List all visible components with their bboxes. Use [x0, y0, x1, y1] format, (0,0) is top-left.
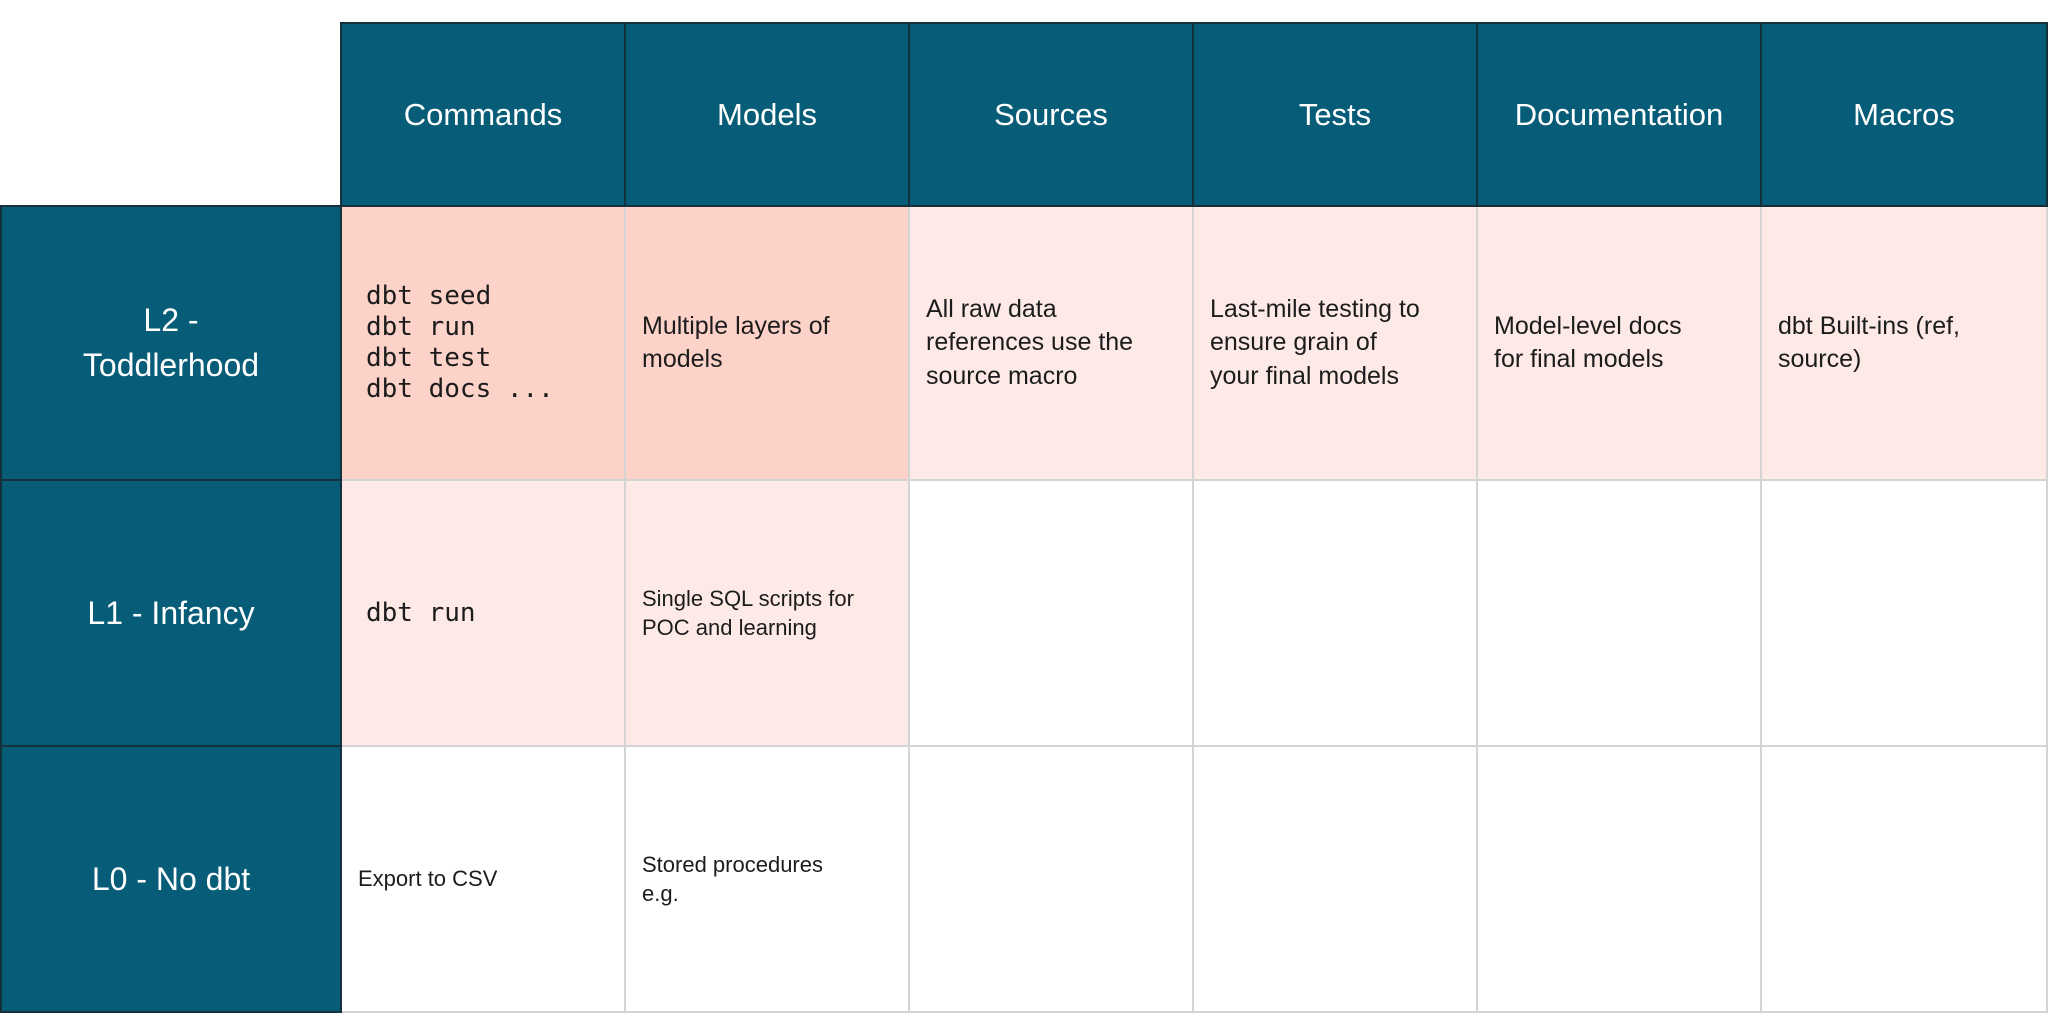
row-header-l2-toddlerhood: L2 - Toddlerhood [0, 205, 342, 481]
column-header-tests: Tests [1192, 22, 1478, 207]
cell-l1-models: Single SQL scripts for POC and learning [624, 479, 910, 747]
column-header-macros: Macros [1760, 22, 2048, 207]
cell-l1-macros [1760, 479, 2048, 747]
column-header-sources: Sources [908, 22, 1194, 207]
cell-l2-models: Multiple layers of models [624, 205, 910, 481]
table-row: L0 - No dbt Export to CSV Stored procedu… [0, 745, 2048, 1013]
cell-l0-documentation [1476, 745, 1762, 1013]
cell-l1-commands: dbt run [340, 479, 626, 747]
column-header-documentation: Documentation [1476, 22, 1762, 207]
row-header-l0-no-dbt: L0 - No dbt [0, 745, 342, 1013]
table-row: L1 - Infancy dbt run Single SQL scripts … [0, 479, 2048, 747]
cell-l2-macros: dbt Built-ins (ref, source) [1760, 205, 2048, 481]
cell-l1-documentation [1476, 479, 1762, 747]
cell-l2-sources: All raw data references use the source m… [908, 205, 1194, 481]
maturity-table: Commands Models Sources Tests Documentat… [0, 22, 2048, 1013]
column-header-commands: Commands [340, 22, 626, 207]
cell-l1-sources [908, 479, 1194, 747]
cell-l2-tests: Last-mile testing to ensure grain of you… [1192, 205, 1478, 481]
cell-l0-sources [908, 745, 1194, 1013]
cell-l1-tests [1192, 479, 1478, 747]
row-header-l1-infancy: L1 - Infancy [0, 479, 342, 747]
table-row: L2 - Toddlerhood dbt seed dbt run dbt te… [0, 205, 2048, 481]
column-header-models: Models [624, 22, 910, 207]
cell-l0-models: Stored procedures e.g. [624, 745, 910, 1013]
cell-l2-documentation: Model-level docs for final models [1476, 205, 1762, 481]
corner-cell [1, 23, 341, 206]
cell-l0-macros [1760, 745, 2048, 1013]
cell-l2-commands: dbt seed dbt run dbt test dbt docs ... [340, 205, 626, 481]
cell-l0-tests [1192, 745, 1478, 1013]
cell-l0-commands: Export to CSV [340, 745, 626, 1013]
